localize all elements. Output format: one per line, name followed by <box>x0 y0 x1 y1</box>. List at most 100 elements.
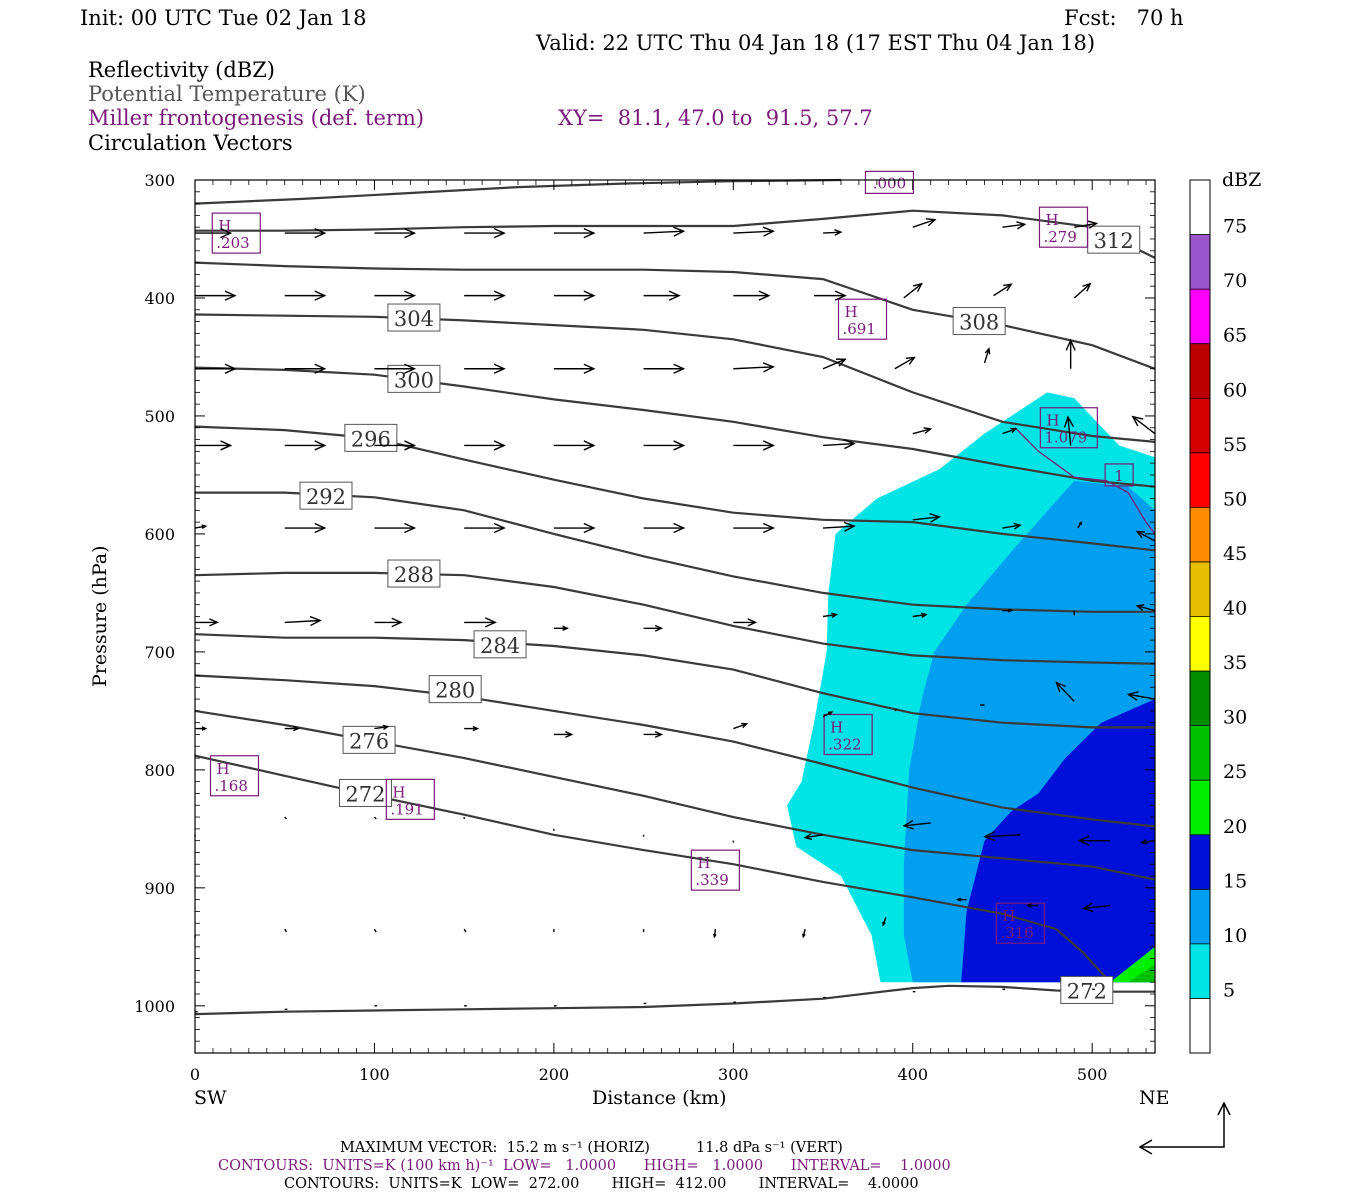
x-tick-label: 300 <box>718 1065 749 1084</box>
colorbar-outline <box>1189 179 1211 1054</box>
circulation-vector-head <box>712 933 717 939</box>
theta-contour-288 <box>194 571 1156 665</box>
circulation-vector-head <box>1007 608 1014 613</box>
circulation-vector-head <box>1010 427 1018 434</box>
circulation-vector-head <box>673 440 686 451</box>
circulation-vector-head <box>843 521 856 532</box>
circulation-vector-head <box>905 356 916 365</box>
circulation-vector-head <box>983 830 996 842</box>
colorbar-label: 40 <box>1223 598 1247 620</box>
valid-time: Valid: 22 UTC Thu 04 Jan 18 (17 EST Thu … <box>536 31 1096 55</box>
circulation-vector <box>912 218 936 228</box>
y-tick-label: 700 <box>144 643 175 662</box>
circulation-vector-head <box>902 819 915 830</box>
colorbar-unit-label: dBZ <box>1222 169 1262 191</box>
theta-contour-268 <box>194 984 1155 1016</box>
frontogenesis-max-box <box>837 298 888 340</box>
frontogenesis-max-marker: H <box>392 783 405 801</box>
max-vector-info: MAXIMUM VECTOR: 15.2 m s⁻¹ (HORIZ) 11.8 … <box>340 1140 843 1156</box>
theta-contour-label: 296 <box>351 427 391 451</box>
circulation-vector-head <box>835 358 847 367</box>
field-reflectivity-label: Reflectivity (dBZ) <box>88 58 276 82</box>
circulation-vector-head <box>923 427 933 434</box>
colorbar-label: 70 <box>1223 270 1247 292</box>
circulation-vector-head <box>583 522 596 534</box>
circulation-vector-head <box>293 725 300 732</box>
circulation-vector-head <box>391 617 403 628</box>
field-vectors-label: Circulation Vectors <box>88 131 293 155</box>
circulation-vector <box>1136 530 1156 542</box>
theta-contour-label: 284 <box>480 634 520 658</box>
circulation-vector-head <box>1077 835 1090 846</box>
theta-label-box <box>338 778 392 807</box>
colorbar-swatch-35 <box>1190 616 1210 672</box>
theta-contour-292 <box>195 491 1155 613</box>
circulation-vector-head <box>1087 220 1099 229</box>
theta-contour-label: 300 <box>394 368 434 392</box>
frontogenesis-max-value: .279 <box>1043 228 1076 246</box>
circulation-vector-head <box>209 618 219 627</box>
circulation-vector-head <box>673 363 686 374</box>
circulation-vector-head <box>314 522 327 534</box>
circulation-vector-head <box>201 726 208 731</box>
theta-label-box <box>1087 225 1141 254</box>
colorbar-swatch-30 <box>1190 671 1210 726</box>
theta-contour-300 <box>194 366 1156 488</box>
colorbar-label: 15 <box>1223 870 1247 892</box>
circulation-vector-head <box>224 290 237 301</box>
circulation-vector-head <box>404 290 417 301</box>
circulation-vector-head <box>654 731 664 738</box>
circulation-vector <box>983 348 990 364</box>
left-end-label: SW <box>194 1087 227 1109</box>
circulation-vector-head <box>493 440 506 451</box>
circulation-vector <box>822 525 855 529</box>
circulation-vector <box>1132 416 1156 435</box>
theta-contour-label: 272 <box>1067 979 1107 1003</box>
circulation-vector-head <box>583 363 596 374</box>
circulation-vector-head <box>843 439 856 450</box>
circulation-vector-head <box>583 290 596 301</box>
circulation-vector-head <box>1003 283 1013 292</box>
frontogenesis-max-box <box>1104 463 1134 487</box>
circulation-vector <box>894 356 915 370</box>
circulation-vector-head <box>654 624 664 632</box>
circulation-vector-head <box>309 615 322 627</box>
colorbar-label: 20 <box>1223 816 1247 838</box>
colorbar-label: 55 <box>1223 434 1247 456</box>
frontogenesis-max-value: .316 <box>1000 924 1033 942</box>
circulation-vector-head <box>1078 520 1083 525</box>
circulation-vector-head <box>763 440 775 451</box>
colorbar-swatch-5 <box>1190 943 1210 999</box>
frontogenesis-max-box <box>864 170 915 194</box>
colorbar-swatch-60 <box>1190 343 1210 399</box>
circulation-vector-head <box>562 625 569 632</box>
circulation-vector <box>373 816 377 820</box>
colorbar-label: 30 <box>1223 707 1247 729</box>
circulation-vector-head <box>1055 681 1066 693</box>
frontogenesis-max-marker: H <box>1046 412 1059 430</box>
circulation-vector-head <box>404 363 417 374</box>
colorbar-swatch-45 <box>1190 507 1210 562</box>
circulation-vector-head <box>201 524 208 530</box>
circulation-vector <box>284 619 321 624</box>
theta-label-box <box>344 423 398 452</box>
circulation-vector-head <box>484 617 497 628</box>
circulation-vector-head <box>583 440 596 451</box>
colorbar-label: 25 <box>1223 761 1247 783</box>
circulation-vector-head <box>1013 522 1022 530</box>
circulation-vector-head <box>314 440 327 451</box>
circulation-vector-head <box>1063 415 1074 428</box>
x-tick-label: 500 <box>1077 1065 1108 1084</box>
colorbar-swatch-70 <box>1190 234 1210 290</box>
x-tick-label: 400 <box>897 1065 928 1084</box>
circulation-vector <box>733 366 774 370</box>
circulation-vector <box>643 230 684 234</box>
theta-label-box <box>952 307 1006 336</box>
circulation-vector <box>822 613 837 618</box>
circulation-vector-head <box>831 612 839 618</box>
theta-label-box <box>428 675 482 704</box>
circulation-vector <box>912 516 940 521</box>
circulation-vector-head <box>834 290 847 301</box>
